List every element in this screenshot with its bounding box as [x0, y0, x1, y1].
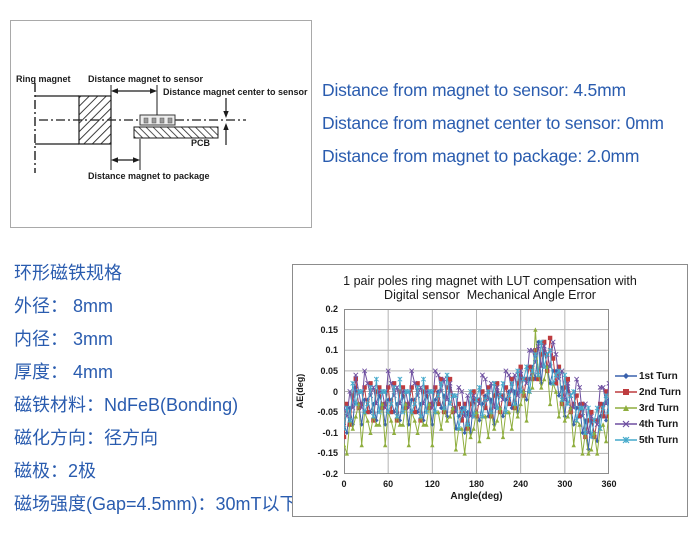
x-axis-title: Angle(deg): [450, 491, 503, 502]
y-axis-title: AE(deg): [295, 373, 305, 409]
arrowhead: [223, 123, 229, 130]
ring-magnet-label: Ring magnet: [16, 74, 71, 84]
x-tick-label: 60: [383, 479, 394, 489]
note-distance-center-sensor: Distance from magnet center to sensor: 0…: [322, 113, 664, 133]
arrowhead: [111, 157, 118, 163]
sensor-pin: [151, 117, 157, 124]
spec-title: 环形磁铁规格: [14, 263, 122, 283]
note-distance-magnet-package: Distance from magnet to package: 2.0mm: [322, 146, 640, 166]
angle-error-chart: 1 pair poles ring magnet with LUT compen…: [292, 264, 688, 517]
legend-marker-x: [615, 420, 637, 428]
distance-notes: Distance from magnet to sensor: 4.5mm Di…: [322, 74, 698, 173]
dist-magnet-sensor-label: Distance magnet to sensor: [88, 74, 204, 84]
pcb-label: PCB: [191, 138, 211, 148]
spec-outer-diameter: 外径： 8mm: [14, 296, 113, 316]
legend-entry-4th-turn: 4th Turn: [615, 416, 681, 432]
legend-marker-triangle: [615, 405, 637, 411]
legend-entry-5th-turn: 5th Turn: [615, 432, 681, 448]
spec-thickness: 厚度： 4mm: [14, 362, 113, 382]
y-tick-label: 0.2: [325, 304, 338, 314]
legend-label: 3rd Turn: [639, 402, 679, 414]
series-markers-triangle: [344, 327, 609, 456]
chart-title-line2: Digital sensor Mechanical Angle Error: [384, 288, 596, 302]
x-tick-label: 240: [513, 479, 529, 489]
legend-label: 4th Turn: [639, 418, 679, 430]
magnet-sensor-diagram: Ring magnet Distance magnet to sensor Di…: [10, 20, 312, 228]
chart-title-line1: 1 pair poles ring magnet with LUT compen…: [343, 274, 637, 288]
sensor-pin: [143, 117, 149, 124]
magnet-spec-block: 环形磁铁规格 外径： 8mm 内径： 3mm 厚度： 4mm 磁铁材料：NdFe…: [14, 257, 298, 521]
chart-plot-area: [344, 309, 609, 474]
legend-entry-3rd-turn: 3rd Turn: [615, 400, 681, 416]
dist-center-sensor-label: Distance magnet center to sensor: [163, 87, 308, 97]
spec-field-strength: 磁场强度(Gap=4.5mm)：30mT以下: [14, 494, 298, 514]
legend-label: 2nd Turn: [639, 386, 682, 398]
legend-label: 1st Turn: [639, 370, 678, 382]
spec-material: 磁铁材料：NdFeB(Bonding): [14, 395, 239, 415]
pcb-bar: [133, 126, 219, 139]
arrowhead: [150, 88, 157, 94]
y-tick-label: -0.05: [317, 407, 338, 418]
x-tick-label: 180: [468, 479, 485, 489]
legend-marker-square: [615, 389, 637, 395]
series-markers-square: [344, 335, 609, 440]
diagram-drawing: Ring magnet Distance magnet to sensor Di…: [16, 74, 308, 181]
y-tick-label: 0.05: [320, 365, 338, 376]
y-tick-label: 0.15: [320, 324, 338, 335]
arrowhead: [223, 111, 229, 118]
series-markers-star: [344, 339, 609, 440]
legend-marker-diamond: [615, 373, 637, 379]
x-tick-label: 300: [557, 479, 573, 489]
legend-label: 5th Turn: [639, 434, 679, 446]
note-distance-magnet-sensor: Distance from magnet to sensor: 4.5mm: [322, 80, 626, 100]
x-tick-label: 120: [424, 479, 440, 489]
series-markers-x: [344, 339, 609, 436]
legend-marker-star: [615, 436, 637, 444]
dist-magnet-package-label: Distance magnet to package: [88, 171, 210, 181]
legend-entry-1st-turn: 1st Turn: [615, 368, 681, 384]
spec-inner-diameter: 内径： 3mm: [14, 329, 113, 349]
y-tick-label: -0.1: [322, 427, 338, 438]
plot-border: [344, 309, 609, 474]
arrowhead: [133, 157, 140, 163]
y-tick-label: 0.1: [325, 345, 338, 356]
spec-magnetization-direction: 磁化方向：径方向: [14, 428, 158, 448]
y-tick-label: -0.15: [317, 448, 338, 459]
sensor-pin: [167, 117, 173, 124]
sensor-pin: [159, 117, 165, 124]
legend-entry-2nd-turn: 2nd Turn: [615, 384, 681, 400]
x-tick-label: 360: [601, 479, 617, 489]
chart-legend: 1st Turn 2nd Turn 3rd Turn 4th Turn 5th Turn: [615, 368, 681, 448]
arrowhead: [111, 88, 118, 94]
y-tick-label: 0: [332, 386, 338, 397]
x-tick-label: 0: [341, 479, 347, 489]
y-tick-label: -0.2: [322, 469, 338, 479]
spec-poles: 磁极：2极: [14, 461, 97, 481]
ring-magnet-section: [78, 95, 112, 145]
